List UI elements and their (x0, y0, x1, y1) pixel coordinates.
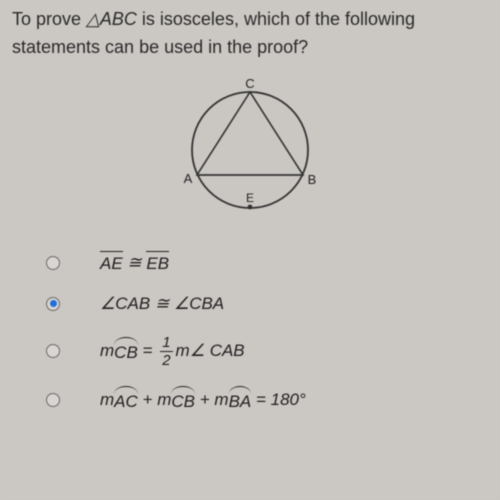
ang-cab-2: CAB (210, 341, 245, 361)
angle-sym-1: ∠ (100, 294, 115, 314)
m-3: m (157, 390, 171, 410)
eq-180: = 180° (256, 390, 306, 410)
question-page: To prove △ABC is isosceles, which of the… (0, 0, 500, 500)
frac-den: 2 (160, 351, 172, 369)
arc-cb-2: CB (171, 389, 195, 412)
geometry-diagram: C A B E (12, 76, 488, 226)
eq-1: = (143, 341, 153, 361)
ang-cab: CAB (115, 294, 150, 314)
label-a: A (184, 171, 193, 186)
label-b: B (308, 172, 317, 187)
question-text: To prove △ABC is isosceles, which of the… (12, 6, 488, 62)
arc-ac: AC (114, 389, 138, 412)
fraction-half: 1 2 (160, 334, 172, 369)
arc-ba: BA (229, 389, 252, 412)
option-a-text: AE ≅ EB (100, 252, 169, 274)
congruent-1: ≅ (127, 253, 141, 273)
triangle-symbol: △ (86, 9, 100, 29)
q-line1-post: is isosceles, which of the following (137, 9, 415, 29)
label-c: C (245, 76, 254, 91)
m-4: m (214, 390, 228, 410)
frac-num: 1 (162, 334, 170, 351)
option-d-row[interactable]: mAC + mCB + mBA = 180° (46, 389, 488, 412)
diagram-svg: C A B E (170, 76, 330, 226)
answer-options: AE ≅ EB ∠CAB ≅ ∠CBA mCB = 1 2 (46, 252, 488, 412)
arc-cb: CB (114, 340, 138, 363)
radio-b[interactable] (46, 297, 60, 311)
seg-ae: AE (100, 252, 123, 274)
option-b-text: ∠CAB ≅ ∠CBA (100, 294, 224, 314)
plus-2: + (200, 390, 210, 410)
radio-a[interactable] (46, 256, 60, 270)
diagram-point-e (248, 204, 253, 209)
option-d-text: mAC + mCB + mBA = 180° (100, 389, 306, 412)
angle-sym-2: ∠ (174, 294, 189, 314)
m-angle: m∠ (176, 341, 205, 361)
triangle-name: ABC (100, 9, 137, 29)
q-line1-pre: To prove (12, 9, 86, 29)
label-e: E (246, 191, 254, 205)
option-a-row[interactable]: AE ≅ EB (46, 252, 488, 274)
q-line2: statements can be used in the proof? (12, 37, 308, 57)
plus-1: + (143, 390, 153, 410)
option-b-row[interactable]: ∠CAB ≅ ∠CBA (46, 294, 488, 314)
m-2: m (100, 390, 114, 410)
seg-eb: EB (146, 252, 169, 274)
m-1: m (100, 341, 114, 361)
ang-cba: CBA (189, 294, 224, 314)
congruent-2: ≅ (155, 294, 169, 314)
radio-c[interactable] (46, 344, 60, 358)
radio-d[interactable] (46, 393, 60, 407)
option-c-row[interactable]: mCB = 1 2 m∠ CAB (46, 334, 488, 369)
option-c-text: mCB = 1 2 m∠ CAB (100, 334, 245, 369)
